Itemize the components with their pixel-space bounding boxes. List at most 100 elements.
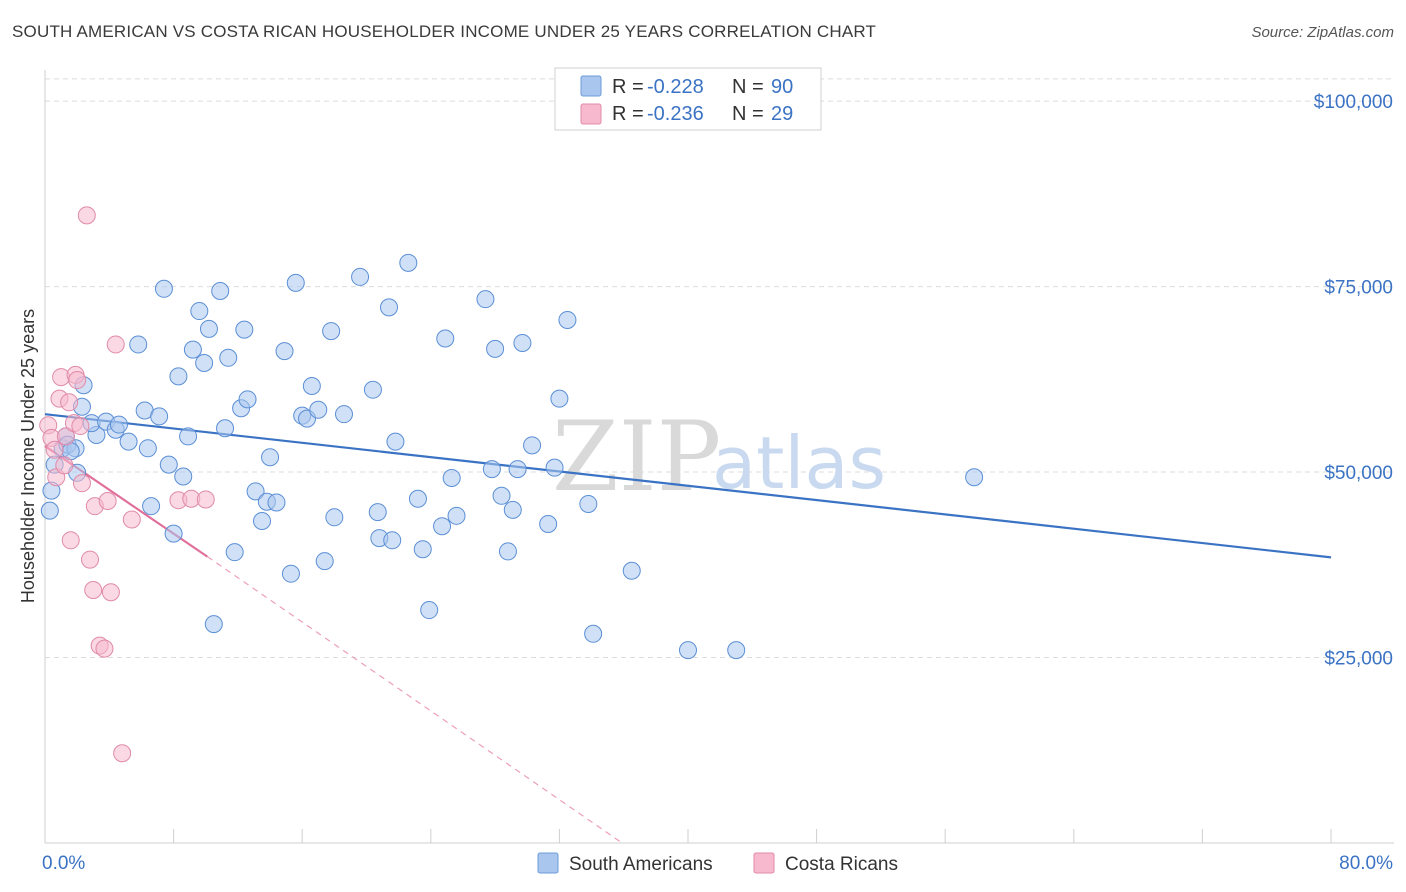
south-americans-point-64 (420, 601, 439, 620)
costa-ricans-point-9 (61, 531, 80, 550)
south-americans-point-13 (109, 415, 128, 434)
south-americans-point-76 (513, 333, 532, 352)
south-americans-point-66 (436, 329, 455, 348)
costa-ricans-point-7 (56, 427, 75, 446)
south-americans-point-33 (219, 348, 238, 367)
south-americans-point-86 (727, 641, 746, 660)
south-americans-point-25 (179, 427, 198, 446)
south-americans-point-72 (492, 486, 511, 505)
south-americans-point-69 (476, 290, 495, 309)
grid-lines (45, 78, 1394, 659)
south-americans-point-29 (199, 319, 218, 338)
costa-ricans-point-20 (95, 639, 114, 658)
south-americans-point-41 (261, 448, 280, 467)
y-tick-label-2: $75,000 (1324, 278, 1393, 299)
y-tick-label-3: $100,000 (1314, 92, 1393, 113)
bottom-legend-swatch-costa-ricans (753, 852, 775, 874)
south-americans-point-84 (622, 561, 641, 580)
legend-n-value-2: 29 (771, 103, 793, 125)
south-americans-point-63 (413, 540, 432, 559)
costa-ricans-point-24 (113, 744, 132, 763)
south-americans-point-82 (579, 494, 598, 513)
bottom-legend-costa-ricans: Costa Ricans (785, 854, 898, 875)
costa-ricans-point-21 (98, 491, 117, 510)
south-americans-point-87 (965, 468, 984, 487)
south-americans-point-79 (545, 458, 564, 477)
south-americans-point-49 (309, 400, 328, 419)
costa-ricans-point-8 (60, 393, 79, 412)
costa-ricans-point-14 (72, 474, 91, 493)
south-americans-point-39 (253, 512, 272, 531)
south-americans-point-62 (408, 489, 427, 508)
legend-swatch-costa-ricans (580, 103, 602, 125)
south-americans-point-43 (275, 342, 294, 361)
chart-source: Source: ZipAtlas.com (1251, 24, 1394, 41)
south-americans-point-80 (550, 389, 569, 408)
south-americans-point-60 (386, 432, 405, 451)
south-americans-point-74 (503, 500, 522, 519)
costa-ricans-point-16 (81, 550, 100, 569)
south-americans-point-14 (119, 432, 138, 451)
tick-labels: $25,000 $50,000 $75,000 $100,000 0.0% 80.0% (42, 92, 1393, 874)
south-americans-point-48 (302, 376, 321, 395)
south-americans-point-38 (246, 482, 265, 501)
south-americans-point-70 (482, 460, 501, 479)
y-tick-label-1: $50,000 (1324, 463, 1393, 484)
watermark-zip: ZIP (552, 401, 721, 513)
costa-ricans-point-6 (55, 456, 74, 475)
south-americans-point-30 (204, 615, 223, 634)
south-americans-point-0 (40, 501, 59, 520)
legend-n-label-1: N = (732, 76, 764, 98)
south-americans-point-52 (325, 508, 344, 527)
south-americans-point-73 (498, 542, 517, 561)
y-tick-label-0: $25,000 (1324, 649, 1393, 670)
watermark: ZIP atlas (552, 401, 886, 513)
south-americans-point-34 (225, 543, 244, 562)
south-americans-point-67 (442, 468, 461, 487)
costa-ricans-trend-extension (207, 556, 623, 844)
axes (44, 70, 1394, 844)
y-axis-label: Householder Income Under 25 years (18, 309, 38, 603)
south-americans-point-68 (447, 506, 466, 525)
south-americans-point-78 (539, 514, 558, 533)
south-americans-point-85 (679, 641, 697, 660)
south-americans-point-58 (380, 298, 399, 317)
costa-ricans-point-17 (84, 581, 103, 600)
south-americans-trend-line (44, 413, 1332, 559)
south-americans-point-31 (211, 282, 230, 301)
costa-ricans-point-22 (101, 583, 120, 602)
south-americans-point-37 (238, 390, 257, 409)
legend: R = -0.228 N = 90 R = -0.236 N = 29 (554, 67, 822, 131)
costa-ricans-point-15 (77, 206, 96, 225)
south-americans-point-59 (383, 531, 402, 550)
costa-ricans-point-23 (106, 335, 125, 354)
south-americans-point-44 (281, 564, 300, 583)
south-americans-point-17 (138, 439, 157, 458)
costa-ricans-point-28 (196, 490, 215, 509)
south-americans-point-36 (235, 320, 254, 339)
bottom-legend-swatch-south-americans (537, 852, 559, 874)
legend-n-value-1: 90 (771, 76, 793, 98)
south-americans-point-15 (129, 335, 148, 354)
south-americans-point-45 (286, 273, 305, 292)
south-americans-point-50 (315, 552, 334, 571)
south-americans-point-65 (433, 517, 452, 536)
legend-r-value-2: -0.236 (647, 103, 704, 125)
legend-swatch-south-americans (580, 75, 602, 97)
legend-n-label-2: N = (732, 103, 764, 125)
costa-ricans-point-25 (122, 510, 141, 529)
south-americans-point-26 (183, 340, 202, 359)
costa-ricans-point-12 (68, 371, 87, 390)
south-americans-point-20 (154, 279, 173, 298)
bottom-legend-south-americans: South Americans (569, 854, 713, 875)
costa-ricans-point-13 (71, 417, 90, 436)
data-points (39, 206, 984, 763)
south-americans-point-61 (399, 253, 418, 272)
south-americans-point-23 (169, 367, 188, 386)
south-americans-point-42 (267, 493, 286, 512)
legend-r-label-1: R = (612, 76, 644, 98)
x-tick-label-0: 0.0% (42, 853, 85, 874)
south-americans-point-27 (190, 302, 209, 321)
legend-r-label-2: R = (612, 103, 644, 125)
south-americans-point-71 (486, 339, 505, 358)
